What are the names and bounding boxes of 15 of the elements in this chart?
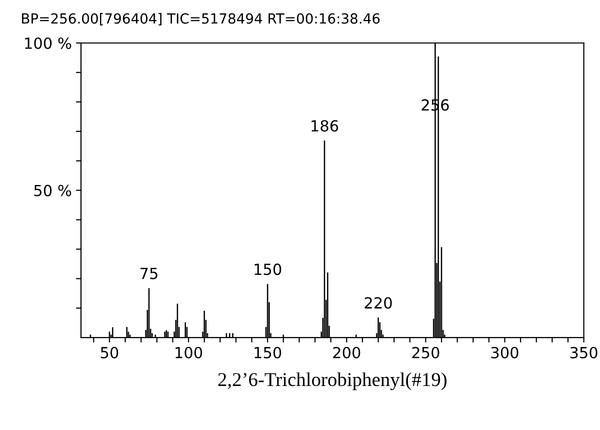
annotation: 150 — [254, 264, 282, 276]
x-axis-title: 2,2’6-Trichlorobiphenyl(#19) — [218, 372, 446, 390]
y-tick-label: 50 % — [34, 184, 72, 196]
x-tick-label: 50 — [100, 346, 118, 358]
annotation: 75 — [140, 268, 158, 280]
x-tick-label: 150 — [254, 346, 282, 358]
x-tick-label: 200 — [333, 346, 360, 358]
annotation: 220 — [364, 297, 392, 309]
chart-title: BP=256.00[796404] TIC=5178494 RT=00:16:38.46 — [22, 13, 380, 26]
x-tick-label: 250 — [412, 346, 440, 358]
x-tick-label: 300 — [491, 346, 518, 358]
x-tick-label: 100 — [176, 346, 202, 358]
annotation: 186 — [312, 120, 338, 132]
y-tick-label: 100 % — [25, 37, 72, 50]
x-tick-label: 350 — [570, 346, 598, 358]
